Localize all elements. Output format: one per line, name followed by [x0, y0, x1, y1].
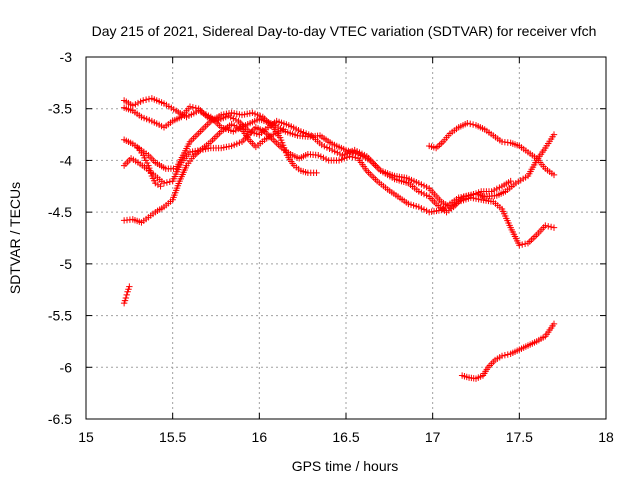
data-point [550, 131, 558, 138]
data-point [545, 223, 552, 230]
data-point [469, 121, 477, 128]
data-point [467, 120, 474, 128]
y-tick-label: -5.5 [48, 308, 72, 324]
series-track-g [426, 119, 558, 179]
x-tick-label: 17.5 [506, 429, 533, 445]
data-point [166, 178, 173, 186]
data-point [189, 104, 197, 111]
data-point [349, 153, 356, 161]
axis-ticks [85, 56, 607, 420]
x-tick-label: 17 [425, 429, 441, 445]
data-point [547, 223, 555, 231]
x-tick-label: 15.5 [159, 429, 186, 445]
data-point [521, 240, 529, 248]
data-point [352, 154, 359, 161]
data-point [507, 177, 514, 185]
data-point [140, 97, 147, 104]
y-tick-label: -5 [60, 256, 73, 272]
y-tick-label: -3 [60, 49, 73, 65]
data-point [142, 96, 150, 103]
x-tick-label: 16 [252, 429, 268, 445]
y-tick-label: -4.5 [48, 204, 72, 220]
data-point [346, 153, 353, 160]
data-point [550, 320, 558, 328]
tick-labels: 15 15.5 16 16.5 17 17.5 18 -6.5 -6 -5.5 -5 -4.5 -4 -3… [48, 49, 614, 445]
data-point [498, 352, 506, 360]
series-track-f [134, 144, 164, 190]
series-track-e [120, 121, 287, 226]
series-track-d [120, 109, 320, 177]
x-tick-label: 16.5 [332, 429, 359, 445]
y-tick-label: -6 [60, 359, 73, 375]
data-point [519, 241, 526, 248]
data-point [550, 171, 558, 179]
x-axis-title: GPS time / hours [292, 458, 399, 474]
y-axis-title: SDTVAR / TECUs [7, 182, 23, 294]
y-tick-label: -3.5 [48, 101, 72, 117]
series-track-i [458, 320, 558, 382]
data-point [550, 224, 558, 231]
data-point [313, 169, 320, 177]
chart-title: Day 215 of 2021, Sidereal Day-to-day VTE… [92, 23, 597, 39]
data-point [123, 291, 130, 299]
data-point [157, 183, 164, 190]
series-track-h [120, 283, 133, 307]
data-point [126, 283, 133, 290]
data-points [120, 95, 558, 382]
x-tick-label: 18 [598, 429, 614, 445]
data-point [464, 119, 471, 127]
data-point [542, 222, 549, 229]
data-point [122, 294, 130, 302]
data-point [160, 179, 168, 187]
x-tick-label: 15 [78, 429, 94, 445]
data-point [186, 103, 194, 110]
data-point [192, 104, 199, 112]
data-point [504, 351, 511, 358]
series-track-c [120, 124, 514, 216]
data-point [280, 126, 287, 133]
y-tick-label: -4 [60, 152, 73, 168]
data-point [163, 179, 171, 186]
data-point [516, 242, 523, 249]
data-point [501, 352, 509, 359]
y-tick-label: -6.5 [48, 411, 72, 427]
